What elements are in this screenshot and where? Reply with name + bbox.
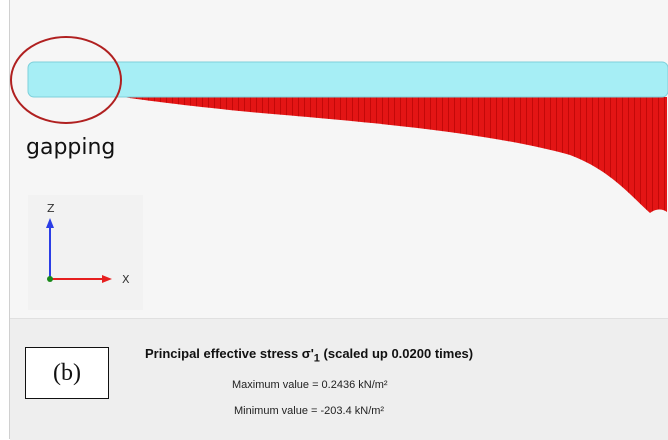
beam[interactable] — [27, 61, 668, 98]
axis-origin — [47, 276, 53, 282]
stress-hatch — [123, 97, 667, 213]
model-viewport[interactable]: gapping Z X — [10, 0, 668, 318]
z-axis-label: Z — [47, 202, 55, 215]
legend-title-sub: 1 — [313, 352, 320, 365]
max-value: Maximum value = 0.2436 kN/m² — [232, 379, 388, 391]
axis-triad — [28, 195, 143, 310]
z-arrow — [46, 218, 54, 228]
legend-title-main: Principal effective stress σ' — [145, 346, 314, 361]
x-axis-label: X — [122, 273, 130, 286]
info-panel: (b) Principal effective stress σ'1 (scal… — [10, 318, 668, 440]
stress-plot — [10, 36, 668, 310]
legend-title: Principal effective stress σ'1 (scaled u… — [145, 346, 473, 365]
gapping-circle — [10, 36, 122, 124]
gapping-label: gapping — [26, 135, 116, 160]
min-value: Minimum value = -203.4 kN/m² — [234, 405, 385, 417]
frame: gapping Z X (b) Principal effective stre… — [9, 0, 668, 440]
legend-title-suffix: (scaled up 0.0200 times) — [319, 346, 474, 361]
x-arrow — [102, 275, 112, 283]
panel-tag: (b) — [25, 347, 109, 399]
